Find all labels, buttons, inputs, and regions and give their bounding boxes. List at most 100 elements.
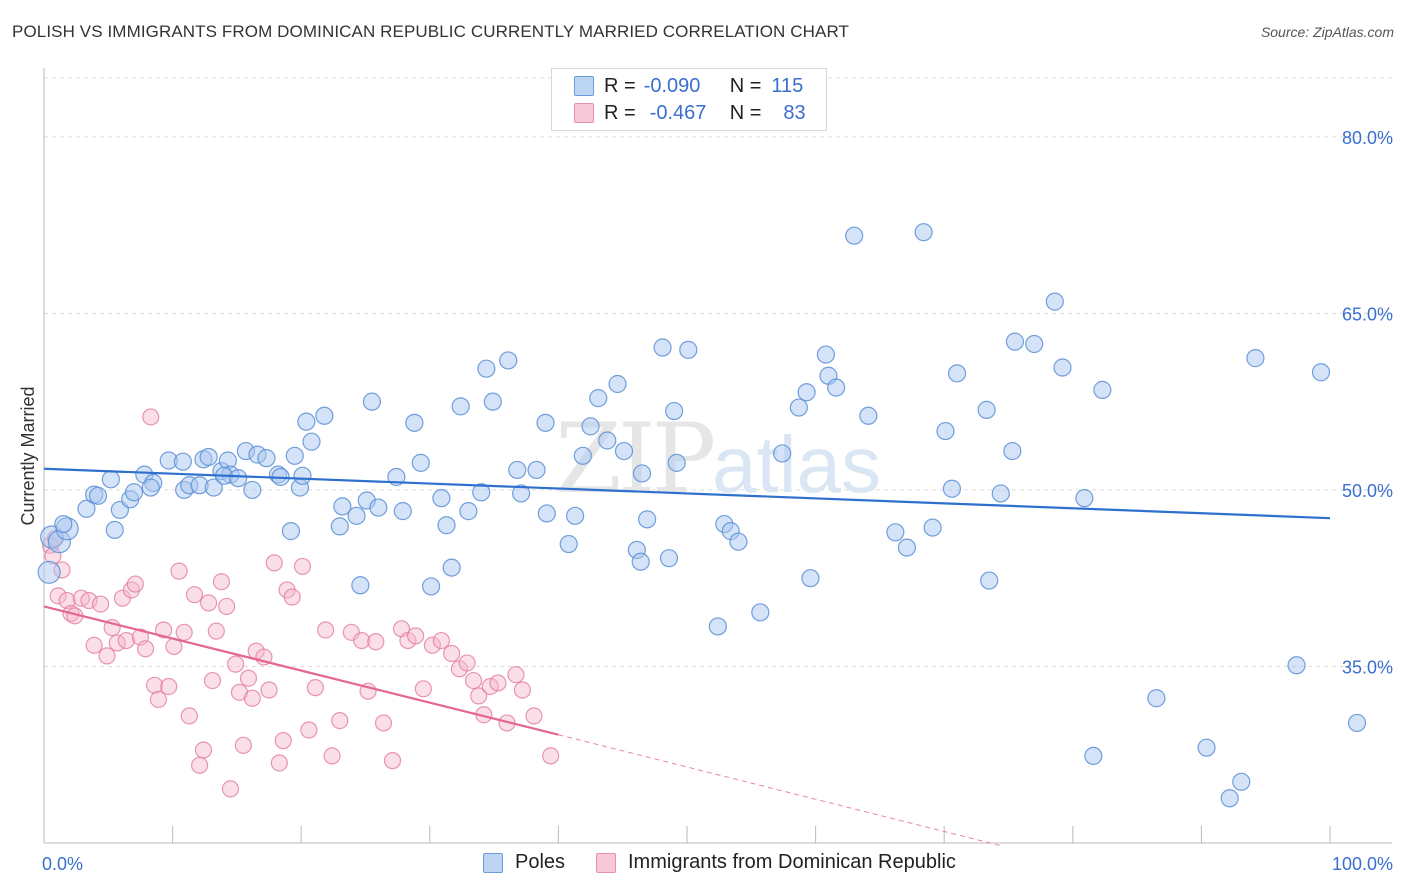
dominican-point — [212, 573, 231, 591]
watermark-atlas: atlas — [712, 420, 881, 509]
dominican-point — [367, 633, 385, 651]
poles-point — [512, 484, 531, 503]
poles-points — [37, 223, 1367, 808]
poles-point — [816, 345, 835, 364]
poles-point — [204, 478, 223, 497]
y-axis-label: Currently Married — [18, 386, 38, 525]
x-tick-label: 0.0% — [42, 854, 83, 874]
poles-point — [589, 389, 608, 408]
poles-point — [665, 401, 684, 421]
n-label: N = — [729, 101, 762, 124]
poles-point — [77, 499, 96, 518]
poles-point — [1246, 349, 1265, 368]
poles-point — [437, 516, 456, 535]
poles-point — [315, 406, 334, 425]
poles-point — [347, 506, 366, 525]
poles-point — [432, 489, 451, 508]
y-tick-label: 80.0% — [1342, 128, 1393, 148]
poles-point — [708, 617, 727, 636]
poles-point — [37, 560, 61, 584]
poles-point — [947, 364, 967, 383]
poles-point — [886, 523, 905, 542]
poles-point — [1003, 441, 1022, 461]
poles-point — [598, 431, 617, 450]
poles-point — [124, 483, 144, 502]
poles-legend-swatch — [483, 852, 503, 873]
poles-point — [1025, 334, 1044, 354]
dominican-point — [353, 631, 371, 650]
poles-point — [942, 479, 962, 498]
poles-point — [54, 514, 73, 534]
dominican-point — [126, 575, 144, 593]
dominican-point — [170, 562, 188, 580]
poles-point — [393, 502, 412, 521]
legend-item-dominican: Immigrants from Dominican Republic — [596, 851, 956, 874]
poles-point — [667, 453, 686, 472]
axes — [43, 68, 1392, 844]
poles-point — [1005, 332, 1025, 351]
poles-point — [789, 398, 808, 417]
poles-point — [559, 534, 578, 554]
poles-point — [653, 338, 672, 357]
poles-point — [977, 400, 996, 419]
poles-point — [362, 392, 382, 411]
dominican-point — [200, 594, 218, 612]
poles-point — [1075, 489, 1094, 508]
poles-point — [608, 374, 627, 394]
poles-point — [1220, 789, 1239, 808]
poles-point — [451, 397, 470, 416]
dominican-trend-extrapolation — [558, 734, 1000, 846]
dominican-point — [331, 711, 349, 730]
dominican-point — [234, 736, 252, 754]
poles-point — [638, 510, 657, 529]
dominican-point — [432, 631, 450, 650]
source-credit: Source: ZipAtlas.com — [1260, 24, 1394, 40]
poles-point — [980, 571, 999, 590]
dominican-legend-swatch — [596, 852, 616, 873]
dominican-point — [374, 714, 393, 732]
poles-point — [1084, 746, 1103, 766]
poles-point — [105, 520, 124, 540]
dominican-point — [142, 408, 160, 426]
dominican-point — [203, 671, 222, 690]
dominican-point — [283, 588, 301, 606]
poles-point — [333, 497, 352, 516]
poles-point — [581, 417, 600, 436]
poles-point — [827, 378, 846, 397]
dominican-point — [317, 621, 335, 639]
poles-point — [527, 460, 546, 480]
poles-point — [679, 340, 698, 359]
dominican-point — [160, 677, 178, 696]
poles-point — [801, 569, 820, 588]
poles-swatch — [574, 76, 594, 96]
poles-point — [1287, 656, 1306, 675]
dominican-point — [117, 631, 135, 650]
poles-point — [351, 576, 370, 595]
poles-point — [330, 517, 349, 536]
poles-point — [173, 452, 192, 471]
poles-point — [285, 446, 304, 465]
series-legend: Poles Immigrants from Dominican Republic — [0, 851, 1406, 879]
poles-point — [631, 552, 650, 571]
poles-point — [472, 483, 491, 502]
dominican-point — [91, 595, 110, 613]
legend-label-dominican: Immigrants from Dominican Republic — [628, 851, 956, 873]
poles-point — [1045, 292, 1064, 311]
dominican-point — [414, 680, 432, 698]
poles-trend-line — [43, 467, 1331, 520]
dominican-point — [98, 647, 116, 665]
r-label: R = — [604, 101, 636, 124]
dominican-point — [265, 554, 283, 572]
poles-point — [229, 469, 248, 488]
poles-point — [483, 392, 502, 411]
poles-point — [88, 486, 108, 505]
poles-point — [1311, 363, 1331, 382]
dominican-point — [383, 752, 402, 770]
poles-point — [914, 223, 933, 242]
poles-point — [1053, 358, 1072, 377]
chart-title: POLISH VS IMMIGRANTS FROM DOMINICAN REPU… — [12, 22, 849, 41]
dominican-point — [136, 640, 155, 658]
dominican-point — [145, 676, 164, 694]
dominican-point — [221, 780, 240, 798]
dominican-point — [58, 591, 76, 610]
